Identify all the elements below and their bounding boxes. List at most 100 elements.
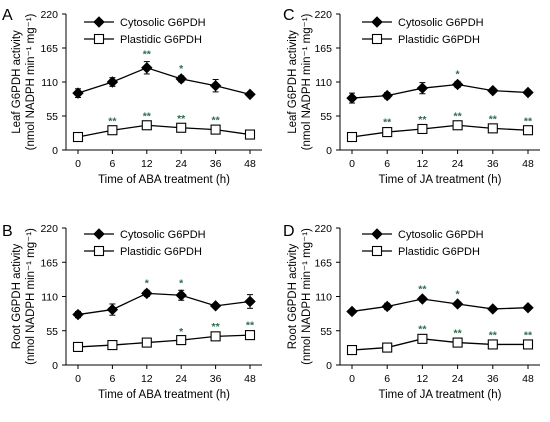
significance-label: ** (212, 321, 221, 333)
panel-letter: D (283, 223, 295, 240)
significance-label: * (179, 326, 184, 338)
significance-label: * (145, 277, 150, 289)
data-point-plastidic (210, 124, 221, 135)
series-line-cytosolic (77, 292, 251, 316)
significance-label: ** (108, 115, 117, 127)
data-point-cytosolic (381, 89, 393, 102)
data-point-cytosolic (416, 293, 429, 305)
x-tick-label: 24 (175, 158, 187, 170)
panel-letter: B (2, 223, 13, 240)
significance-label: * (456, 68, 461, 80)
x-tick-label: 24 (452, 158, 464, 170)
y-tick-label: 220 (40, 9, 58, 21)
data-point-cytosolic (346, 305, 358, 318)
data-point-cytosolic (72, 308, 84, 321)
data-point-plastidic (72, 341, 84, 352)
significance-label: ** (454, 110, 463, 122)
x-axis-title: Time of JA treatment (h) (379, 389, 502, 401)
data-point-cytosolic (487, 303, 499, 315)
legend-label: Cytosolic G6PDH (120, 229, 206, 241)
x-tick-label: 36 (487, 158, 499, 170)
data-point-plastidic (487, 123, 498, 134)
data-point-cytosolic (522, 86, 534, 99)
y-tick-label: 55 (320, 111, 332, 123)
x-tick-label: 0 (75, 373, 81, 385)
series-line-plastidic (77, 334, 251, 348)
legend-label: Plastidic G6PDH (398, 34, 480, 46)
y-tick-label: 165 (40, 257, 58, 269)
significance-label: ** (418, 284, 427, 296)
significance-label: ** (246, 320, 255, 332)
data-point-cytosolic (244, 295, 256, 308)
legend-marker-plastidic (93, 33, 105, 45)
significance-label: ** (454, 328, 463, 340)
x-tick-label: 12 (141, 373, 153, 385)
data-point-plastidic (382, 127, 393, 138)
significance-label: ** (489, 330, 498, 342)
significance-label: * (456, 288, 461, 300)
significance-label: ** (524, 115, 533, 127)
data-point-cytosolic (72, 87, 84, 99)
y-tick-label: 165 (314, 257, 332, 269)
chart-panel-d: D 0 55 110 165 220 0 6 12 24 36 48 Time of JA treatm… (283, 223, 540, 401)
significance-label: ** (143, 110, 152, 122)
series-line-cytosolic (351, 298, 529, 313)
legend-label: Cytosolic G6PDH (398, 229, 484, 241)
x-tick-label: 48 (244, 158, 256, 170)
y-tick-label: 110 (315, 292, 332, 304)
data-point-plastidic (176, 335, 187, 346)
legend-marker-plastidic (371, 245, 383, 257)
y-axis-title: Root G6PDH activity (287, 244, 299, 350)
data-point-cytosolic (244, 88, 256, 101)
chart-panel-b: B 0 55 110 165 220 0 6 12 24 36 48 Time of ABA treat… (2, 223, 262, 401)
data-point-plastidic (141, 337, 152, 348)
data-point-plastidic (141, 120, 152, 131)
y-axis-title: Root G6PDH activity (11, 244, 23, 350)
legend-label: Cytosolic G6PDH (120, 17, 206, 29)
data-point-cytosolic (451, 78, 464, 91)
data-point-plastidic (107, 125, 118, 136)
x-tick-label: 6 (384, 373, 390, 385)
x-tick-label: 6 (384, 158, 390, 170)
data-point-plastidic (452, 120, 463, 131)
data-point-cytosolic (175, 73, 187, 85)
data-point-plastidic (176, 122, 187, 133)
y-tick-label: 110 (41, 77, 58, 89)
significance-label: ** (177, 113, 186, 125)
series-line-plastidic (77, 124, 251, 138)
y-tick-label: 220 (314, 223, 332, 235)
legend-marker-cytosolic (93, 228, 105, 240)
data-point-plastidic (72, 131, 84, 143)
y-tick-label: 110 (315, 77, 332, 89)
x-tick-label: 0 (349, 158, 355, 170)
data-point-plastidic (346, 131, 358, 143)
data-point-cytosolic (451, 298, 464, 310)
significance-label: ** (524, 330, 533, 342)
x-axis-title: Time of ABA treatment (h) (98, 389, 230, 401)
x-tick-label: 12 (417, 373, 429, 385)
significance-label: * (179, 277, 184, 289)
x-tick-label: 12 (417, 158, 429, 170)
data-point-cytosolic (416, 82, 429, 94)
y-axis-unit: (nmol NADPH min⁻¹ mg⁻¹) (25, 228, 37, 365)
y-tick-label: 0 (326, 145, 332, 157)
x-tick-label: 36 (210, 158, 222, 170)
x-tick-label: 48 (522, 158, 534, 170)
y-tick-label: 165 (40, 43, 58, 55)
data-point-plastidic (452, 337, 463, 348)
series-line-plastidic (351, 338, 528, 351)
panel-letter: C (283, 7, 295, 24)
significance-label: ** (418, 323, 427, 335)
data-point-plastidic (382, 342, 393, 353)
data-point-plastidic (244, 330, 256, 341)
x-tick-label: 24 (175, 373, 187, 385)
x-tick-label: 6 (109, 158, 115, 170)
legend-marker-cytosolic (371, 228, 383, 240)
y-axis-unit: (nmol NADPH min⁻¹ mg⁻¹) (301, 13, 313, 150)
data-point-cytosolic (381, 300, 393, 313)
data-point-plastidic (417, 123, 428, 135)
legend-marker-plastidic (93, 245, 105, 257)
x-tick-label: 36 (487, 373, 499, 385)
data-point-plastidic (107, 340, 118, 351)
panel-letter: A (2, 7, 13, 24)
